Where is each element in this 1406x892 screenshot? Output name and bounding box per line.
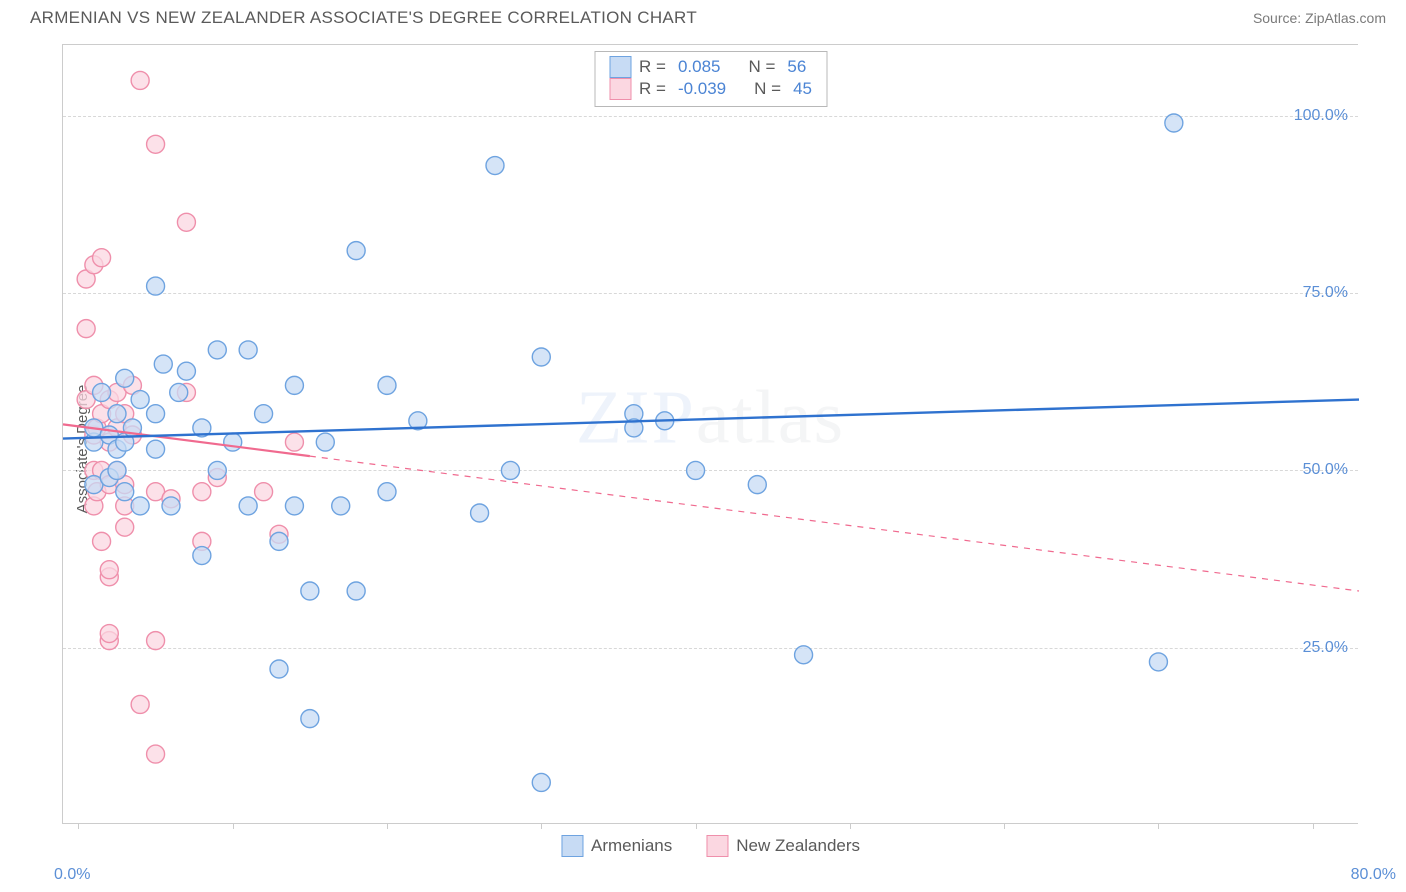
legend-swatch-armenians bbox=[609, 56, 631, 78]
source-label: Source: ZipAtlas.com bbox=[1253, 10, 1386, 26]
legend-series: Armenians New Zealanders bbox=[561, 835, 860, 857]
legend-n-label: N = bbox=[748, 57, 775, 77]
chart-title: ARMENIAN VS NEW ZEALANDER ASSOCIATE'S DE… bbox=[30, 8, 697, 28]
legend-swatch-newzealanders bbox=[706, 835, 728, 857]
legend-label: New Zealanders bbox=[736, 836, 860, 856]
legend-r-value: -0.039 bbox=[678, 79, 726, 99]
legend-stats-row: R = 0.085 N = 56 bbox=[609, 56, 812, 78]
legend-stats: R = 0.085 N = 56 R = -0.039 N = 45 bbox=[594, 51, 827, 107]
x-tick-label-max: 80.0% bbox=[1351, 866, 1396, 884]
legend-swatch-armenians bbox=[561, 835, 583, 857]
plot-svg bbox=[63, 45, 1359, 825]
legend-n-value: 45 bbox=[793, 79, 812, 99]
legend-item-newzealanders: New Zealanders bbox=[706, 835, 860, 857]
chart-container: Associate's Degree ZIPatlas R = 0.085 N … bbox=[30, 44, 1390, 854]
plot-area: ZIPatlas R = 0.085 N = 56 R = -0.039 N =… bbox=[62, 44, 1358, 824]
legend-r-value: 0.085 bbox=[678, 57, 721, 77]
legend-stats-row: R = -0.039 N = 45 bbox=[609, 78, 812, 100]
legend-swatch-newzealanders bbox=[609, 78, 631, 100]
legend-n-value: 56 bbox=[787, 57, 806, 77]
legend-item-armenians: Armenians bbox=[561, 835, 672, 857]
legend-n-label: N = bbox=[754, 79, 781, 99]
legend-label: Armenians bbox=[591, 836, 672, 856]
legend-r-label: R = bbox=[639, 79, 666, 99]
x-tick-label-min: 0.0% bbox=[54, 866, 90, 884]
legend-r-label: R = bbox=[639, 57, 666, 77]
